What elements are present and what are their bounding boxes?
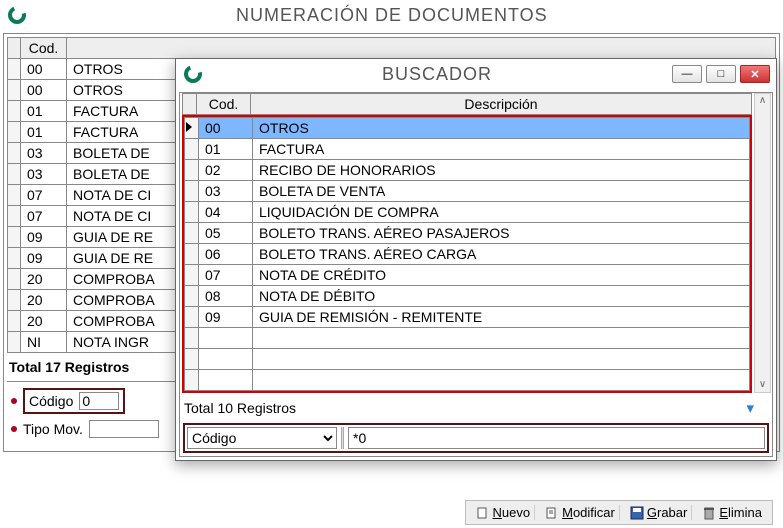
search-window-titlebar[interactable]: BUSCADOR — □ ✕ bbox=[176, 59, 776, 89]
divider bbox=[341, 427, 344, 449]
col-desc[interactable]: Descripción bbox=[251, 94, 752, 115]
table-row[interactable]: 01 FACTURA bbox=[185, 139, 750, 160]
table-row[interactable]: 00 OTROS bbox=[185, 118, 750, 139]
search-window: BUSCADOR — □ ✕ Cod. Descripción bbox=[175, 58, 777, 461]
main-window-header: NUMERACIÓN DE DOCUMENTOS bbox=[0, 0, 783, 30]
search-window-title: BUSCADOR bbox=[202, 64, 672, 85]
search-table[interactable]: 00 OTROS 01 FACTURA 02 RECIBO DE HONORAR… bbox=[184, 117, 750, 391]
app-icon bbox=[184, 65, 202, 83]
required-bullet-icon bbox=[11, 426, 17, 432]
save-button[interactable]: Grabar bbox=[626, 505, 692, 520]
col-desc[interactable] bbox=[67, 38, 776, 59]
filter-icon[interactable]: ▾ bbox=[746, 399, 754, 417]
table-row-empty bbox=[185, 328, 750, 349]
codigo-input[interactable] bbox=[79, 392, 119, 410]
minimize-button[interactable]: — bbox=[672, 65, 702, 83]
table-row[interactable]: 07 NOTA DE CRÉDITO bbox=[185, 265, 750, 286]
col-selector bbox=[183, 94, 197, 115]
table-row[interactable]: 09 GUIA DE REMISIÓN - REMITENTE bbox=[185, 307, 750, 328]
tipo-mov-label: Tipo Mov. bbox=[23, 421, 83, 437]
table-row[interactable]: 03 BOLETA DE VENTA bbox=[185, 181, 750, 202]
col-cod[interactable]: Cod. bbox=[197, 94, 251, 115]
close-button[interactable]: ✕ bbox=[740, 65, 770, 83]
delete-button[interactable]: Elimina bbox=[698, 505, 766, 520]
search-table-head: Cod. Descripción bbox=[182, 93, 752, 115]
table-row-empty bbox=[185, 349, 750, 370]
filter-field-select[interactable]: Código bbox=[187, 427, 337, 449]
row-marker-icon bbox=[186, 122, 192, 132]
filter-row: Código bbox=[183, 423, 769, 453]
table-row[interactable]: 06 BOLETO TRANS. AÉREO CARGA bbox=[185, 244, 750, 265]
tipo-mov-input[interactable] bbox=[89, 420, 159, 438]
vertical-scrollbar[interactable]: ∧∨ bbox=[754, 93, 771, 393]
app-icon bbox=[8, 6, 26, 24]
codigo-label: Código bbox=[29, 393, 73, 409]
search-summary: Total 10 Registros bbox=[184, 400, 296, 416]
col-cod[interactable]: Cod. bbox=[21, 38, 67, 59]
required-bullet-icon bbox=[11, 398, 17, 404]
table-row-empty bbox=[185, 370, 750, 391]
filter-text-input[interactable] bbox=[348, 427, 765, 449]
codigo-field-group: Código bbox=[23, 388, 125, 414]
col-selector bbox=[8, 38, 21, 59]
bottom-toolbar: NNuevouevo Modificar Grabar Elimina bbox=[465, 500, 773, 525]
table-row[interactable]: 08 NOTA DE DÉBITO bbox=[185, 286, 750, 307]
table-row[interactable]: 05 BOLETO TRANS. AÉREO PASAJEROS bbox=[185, 223, 750, 244]
main-window-title: NUMERACIÓN DE DOCUMENTOS bbox=[236, 5, 548, 26]
table-row[interactable]: 02 RECIBO DE HONORARIOS bbox=[185, 160, 750, 181]
modify-button[interactable]: Modificar bbox=[541, 505, 620, 520]
maximize-button[interactable]: □ bbox=[706, 65, 736, 83]
table-row[interactable]: 04 LIQUIDACIÓN DE COMPRA bbox=[185, 202, 750, 223]
new-button[interactable]: NNuevouevo bbox=[472, 505, 536, 520]
